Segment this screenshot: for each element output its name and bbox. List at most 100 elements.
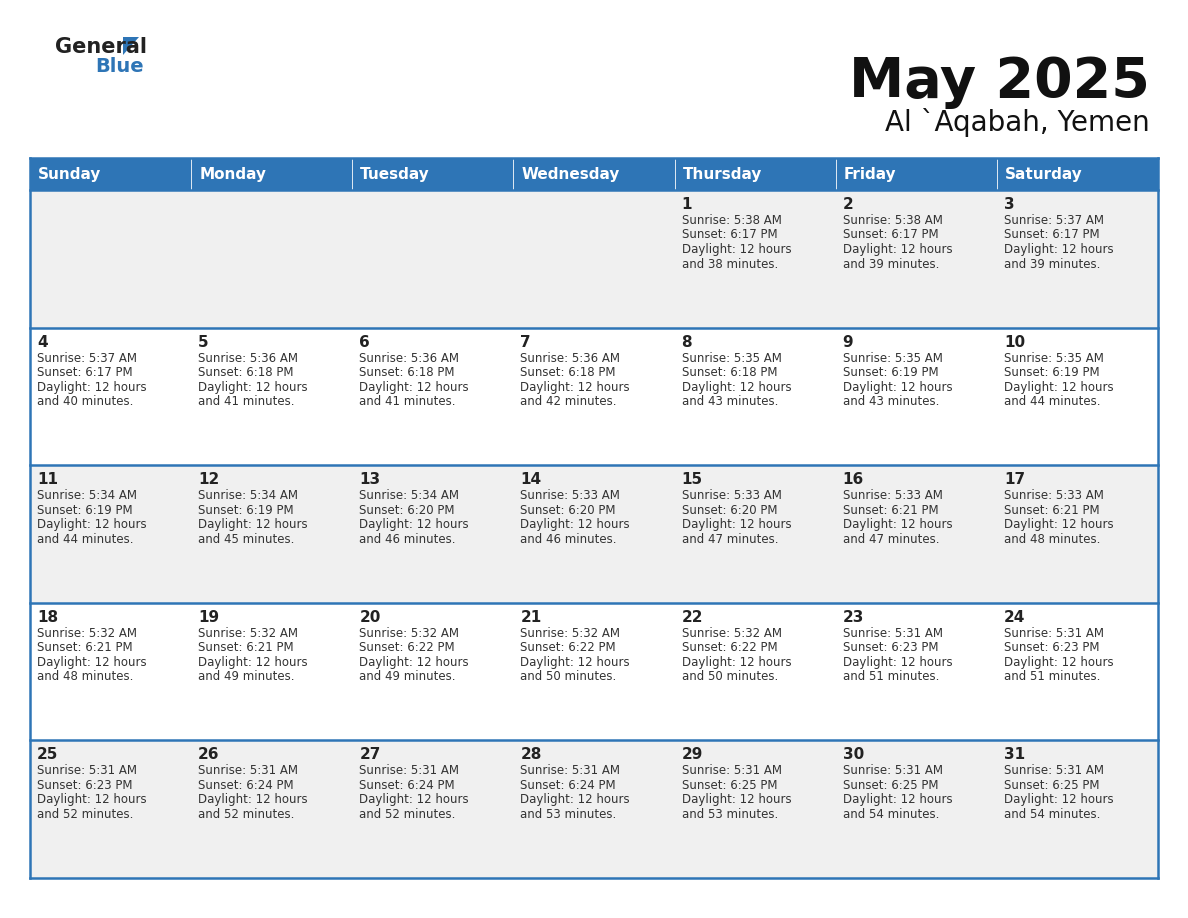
Text: Sunset: 6:19 PM: Sunset: 6:19 PM xyxy=(198,504,293,517)
Bar xyxy=(353,190,513,328)
Text: Sunrise: 5:31 AM: Sunrise: 5:31 AM xyxy=(37,765,137,778)
Text: 6: 6 xyxy=(359,334,369,350)
Bar xyxy=(675,603,835,741)
Text: Sunset: 6:22 PM: Sunset: 6:22 PM xyxy=(359,642,455,655)
Text: Daylight: 12 hours: Daylight: 12 hours xyxy=(198,793,308,806)
Text: Sunrise: 5:31 AM: Sunrise: 5:31 AM xyxy=(520,765,620,778)
Text: 8: 8 xyxy=(682,334,693,350)
Text: Sunrise: 5:34 AM: Sunrise: 5:34 AM xyxy=(359,489,460,502)
Text: Sunrise: 5:32 AM: Sunrise: 5:32 AM xyxy=(37,627,137,640)
Text: Sunrise: 5:31 AM: Sunrise: 5:31 AM xyxy=(682,765,782,778)
Bar xyxy=(191,465,353,603)
Text: and 46 minutes.: and 46 minutes. xyxy=(359,532,456,545)
Text: Sunset: 6:23 PM: Sunset: 6:23 PM xyxy=(842,642,939,655)
Text: Daylight: 12 hours: Daylight: 12 hours xyxy=(682,655,791,669)
Text: and 43 minutes.: and 43 minutes. xyxy=(842,395,939,409)
Text: Sunset: 6:21 PM: Sunset: 6:21 PM xyxy=(198,642,293,655)
Bar xyxy=(353,328,513,465)
Text: 30: 30 xyxy=(842,747,864,763)
Text: and 46 minutes.: and 46 minutes. xyxy=(520,532,617,545)
Bar xyxy=(513,190,675,328)
Text: 14: 14 xyxy=(520,472,542,487)
Bar xyxy=(513,603,675,741)
Text: Sunset: 6:25 PM: Sunset: 6:25 PM xyxy=(842,778,939,792)
Text: and 52 minutes.: and 52 minutes. xyxy=(359,808,456,821)
Text: Sunrise: 5:32 AM: Sunrise: 5:32 AM xyxy=(520,627,620,640)
Text: Daylight: 12 hours: Daylight: 12 hours xyxy=(37,518,146,532)
Bar xyxy=(997,190,1158,328)
Bar xyxy=(30,190,191,328)
Bar xyxy=(675,741,835,878)
Text: Daylight: 12 hours: Daylight: 12 hours xyxy=(359,655,469,669)
Text: Sunrise: 5:35 AM: Sunrise: 5:35 AM xyxy=(1004,352,1104,364)
Text: Sunset: 6:24 PM: Sunset: 6:24 PM xyxy=(359,778,455,792)
Bar xyxy=(513,465,675,603)
Text: Daylight: 12 hours: Daylight: 12 hours xyxy=(842,381,953,394)
Bar xyxy=(513,328,675,465)
Text: 28: 28 xyxy=(520,747,542,763)
Text: and 44 minutes.: and 44 minutes. xyxy=(1004,395,1100,409)
Text: 25: 25 xyxy=(37,747,58,763)
Bar xyxy=(835,741,997,878)
Text: Daylight: 12 hours: Daylight: 12 hours xyxy=(37,655,146,669)
Text: Blue: Blue xyxy=(95,57,144,76)
Text: Sunset: 6:18 PM: Sunset: 6:18 PM xyxy=(682,366,777,379)
Text: Sunset: 6:20 PM: Sunset: 6:20 PM xyxy=(682,504,777,517)
Text: Sunset: 6:19 PM: Sunset: 6:19 PM xyxy=(1004,366,1099,379)
Text: Sunrise: 5:37 AM: Sunrise: 5:37 AM xyxy=(37,352,137,364)
Text: Sunset: 6:22 PM: Sunset: 6:22 PM xyxy=(682,642,777,655)
Text: Sunrise: 5:31 AM: Sunrise: 5:31 AM xyxy=(842,627,943,640)
Text: Sunrise: 5:35 AM: Sunrise: 5:35 AM xyxy=(682,352,782,364)
Text: 27: 27 xyxy=(359,747,380,763)
Text: Sunrise: 5:36 AM: Sunrise: 5:36 AM xyxy=(359,352,460,364)
Text: Daylight: 12 hours: Daylight: 12 hours xyxy=(1004,793,1113,806)
Bar xyxy=(997,603,1158,741)
Text: 22: 22 xyxy=(682,610,703,625)
Bar xyxy=(30,158,191,190)
Text: 2: 2 xyxy=(842,197,853,212)
Text: Sunset: 6:24 PM: Sunset: 6:24 PM xyxy=(198,778,293,792)
Text: 16: 16 xyxy=(842,472,864,487)
Text: Daylight: 12 hours: Daylight: 12 hours xyxy=(682,793,791,806)
Text: 1: 1 xyxy=(682,197,693,212)
Text: Sunset: 6:18 PM: Sunset: 6:18 PM xyxy=(359,366,455,379)
Text: Daylight: 12 hours: Daylight: 12 hours xyxy=(198,518,308,532)
Text: and 42 minutes.: and 42 minutes. xyxy=(520,395,617,409)
Bar xyxy=(513,158,675,190)
Text: and 47 minutes.: and 47 minutes. xyxy=(842,532,940,545)
Text: Sunrise: 5:38 AM: Sunrise: 5:38 AM xyxy=(682,214,782,227)
Text: and 52 minutes.: and 52 minutes. xyxy=(37,808,133,821)
Text: and 43 minutes.: and 43 minutes. xyxy=(682,395,778,409)
Bar xyxy=(30,603,191,741)
Text: Sunset: 6:21 PM: Sunset: 6:21 PM xyxy=(842,504,939,517)
Text: and 51 minutes.: and 51 minutes. xyxy=(1004,670,1100,683)
Text: Daylight: 12 hours: Daylight: 12 hours xyxy=(842,518,953,532)
Polygon shape xyxy=(124,37,139,55)
Text: Daylight: 12 hours: Daylight: 12 hours xyxy=(359,518,469,532)
Text: Daylight: 12 hours: Daylight: 12 hours xyxy=(682,518,791,532)
Text: and 39 minutes.: and 39 minutes. xyxy=(1004,258,1100,271)
Text: 5: 5 xyxy=(198,334,209,350)
Bar xyxy=(191,158,353,190)
Text: Daylight: 12 hours: Daylight: 12 hours xyxy=(1004,381,1113,394)
Text: 19: 19 xyxy=(198,610,220,625)
Text: Daylight: 12 hours: Daylight: 12 hours xyxy=(1004,655,1113,669)
Text: and 47 minutes.: and 47 minutes. xyxy=(682,532,778,545)
Text: Thursday: Thursday xyxy=(683,166,762,182)
Text: and 39 minutes.: and 39 minutes. xyxy=(842,258,939,271)
Text: Sunrise: 5:32 AM: Sunrise: 5:32 AM xyxy=(359,627,460,640)
Bar xyxy=(835,465,997,603)
Text: Sunrise: 5:31 AM: Sunrise: 5:31 AM xyxy=(842,765,943,778)
Text: 10: 10 xyxy=(1004,334,1025,350)
Text: Tuesday: Tuesday xyxy=(360,166,430,182)
Bar xyxy=(675,465,835,603)
Bar xyxy=(997,741,1158,878)
Bar xyxy=(835,328,997,465)
Text: Sunset: 6:23 PM: Sunset: 6:23 PM xyxy=(1004,642,1099,655)
Text: and 48 minutes.: and 48 minutes. xyxy=(1004,532,1100,545)
Text: 12: 12 xyxy=(198,472,220,487)
Text: Daylight: 12 hours: Daylight: 12 hours xyxy=(198,655,308,669)
Text: and 54 minutes.: and 54 minutes. xyxy=(1004,808,1100,821)
Text: Daylight: 12 hours: Daylight: 12 hours xyxy=(520,518,630,532)
Text: Sunset: 6:17 PM: Sunset: 6:17 PM xyxy=(842,229,939,241)
